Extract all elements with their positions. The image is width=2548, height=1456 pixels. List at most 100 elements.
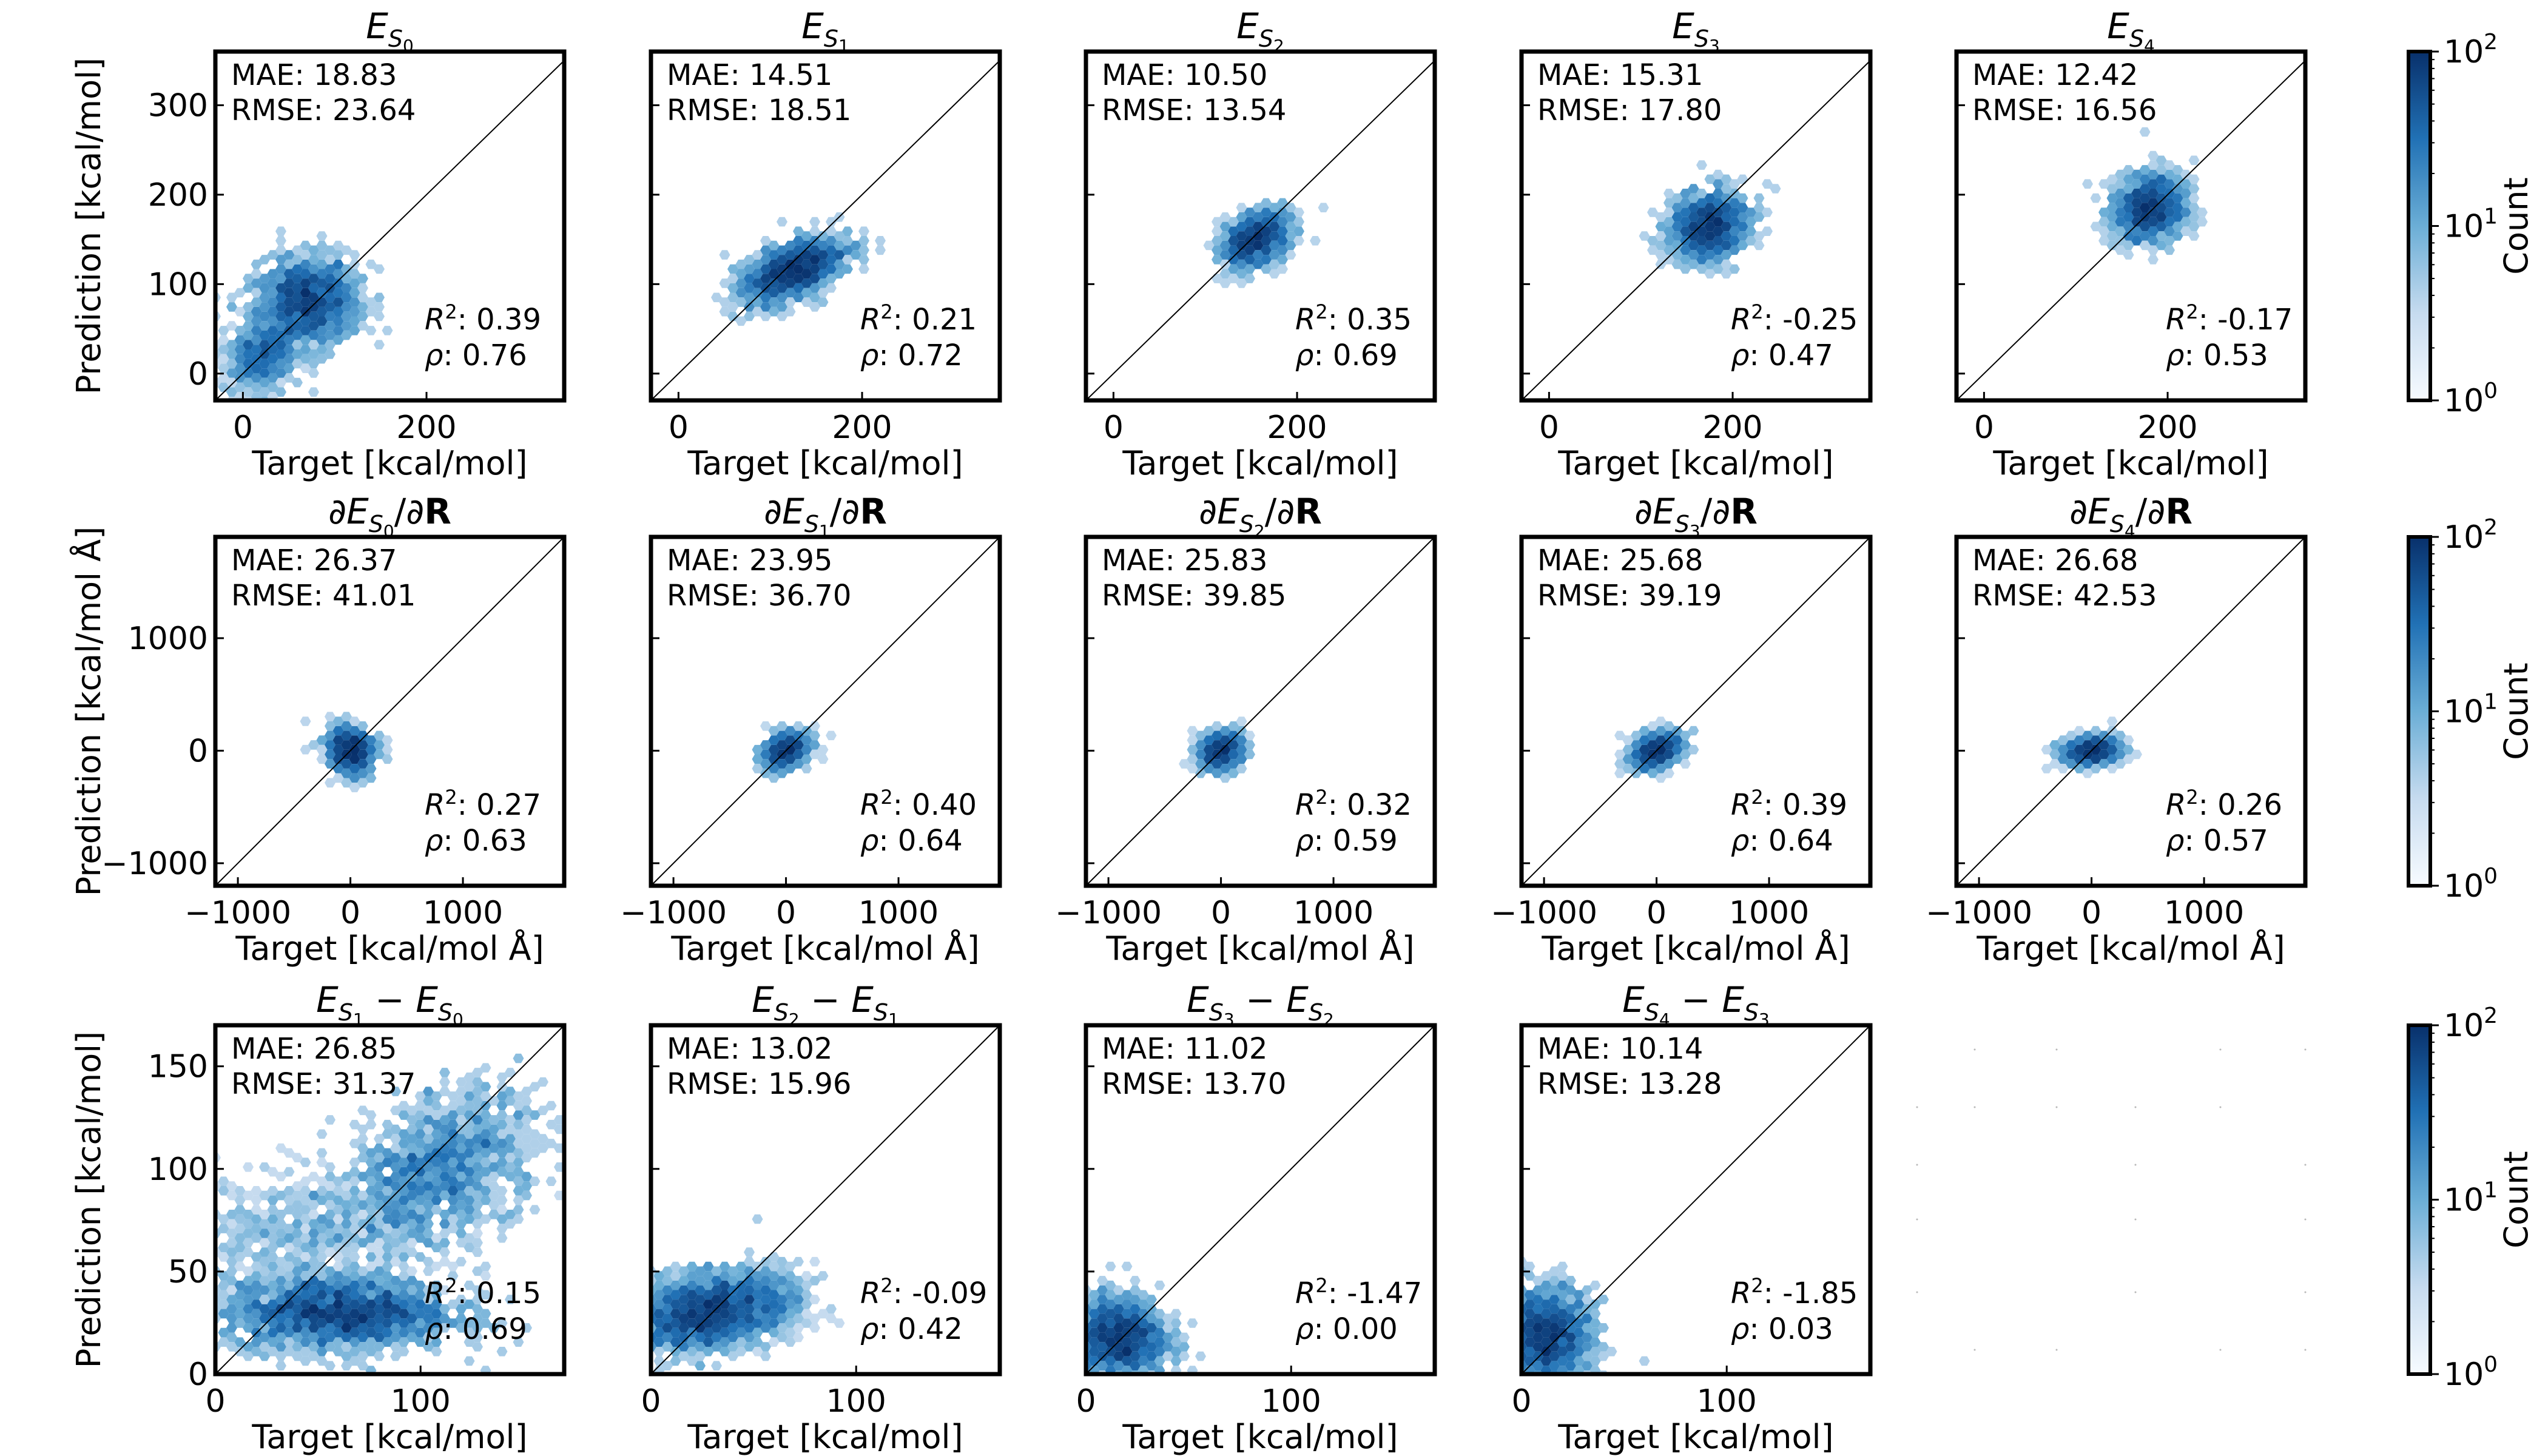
hexbin-cell bbox=[1557, 1261, 1568, 1272]
hexbin-cell bbox=[226, 1323, 237, 1333]
hexbin-cell bbox=[1171, 1384, 1182, 1394]
hexbin-cell bbox=[2131, 749, 2142, 760]
hexbin-cell bbox=[784, 726, 796, 736]
hexbin-cell bbox=[1492, 1347, 1503, 1357]
hexbin-cell bbox=[719, 1327, 730, 1338]
hexbin-cell bbox=[456, 1238, 467, 1248]
artifact-dot bbox=[2055, 1048, 2058, 1051]
hexbin-cell bbox=[447, 1091, 459, 1101]
hexbin-cell bbox=[283, 1195, 295, 1205]
hexbin-cell bbox=[431, 1158, 442, 1167]
hexbin-cell bbox=[1696, 255, 1707, 265]
hexbin-cell bbox=[406, 1143, 417, 1153]
hexbin-cell bbox=[1721, 269, 1732, 279]
hexbin-cell bbox=[613, 1304, 624, 1314]
hexbin-cell bbox=[406, 1105, 417, 1116]
hexbin-cell bbox=[662, 1276, 673, 1286]
hexbin-cell bbox=[2098, 236, 2109, 246]
hexbin-cell bbox=[1573, 1347, 1585, 1357]
hexbin-cell bbox=[251, 1214, 262, 1224]
hexbin-cell bbox=[784, 288, 796, 298]
hexbin-cell bbox=[1565, 1313, 1576, 1323]
hexbin-cell bbox=[521, 1190, 532, 1201]
r2-label: R2: 0.21 bbox=[860, 300, 977, 337]
mae-label: MAE: 23.95 bbox=[667, 544, 832, 578]
rho-label: ρ: 0.64 bbox=[860, 824, 963, 858]
hexbin-cell bbox=[382, 1214, 393, 1224]
hexbin-cell bbox=[374, 264, 385, 274]
hexbin-cell bbox=[382, 326, 393, 335]
hexbin-cell bbox=[1565, 1304, 1576, 1314]
hexbin-cell bbox=[325, 1190, 335, 1201]
hexbin-cell bbox=[686, 1261, 698, 1272]
hexbin-cell bbox=[505, 1134, 516, 1144]
hexbin-cell bbox=[259, 1210, 270, 1219]
hexbin-cell bbox=[251, 326, 262, 335]
hexbin-cell bbox=[463, 1072, 475, 1082]
hexbin-cell bbox=[218, 1271, 229, 1281]
hexbin-cell bbox=[768, 288, 780, 298]
hexbin-cell bbox=[496, 1214, 508, 1224]
hexbin-cell bbox=[357, 740, 368, 750]
hexbin-cell bbox=[513, 1139, 524, 1148]
hexbin-cell bbox=[1293, 226, 1304, 236]
hexbin-cell bbox=[1097, 1361, 1108, 1370]
hexbin-cell bbox=[2057, 764, 2069, 774]
hexbin-cell bbox=[817, 250, 829, 260]
hexbin-cell bbox=[325, 302, 335, 312]
hexbin-cell bbox=[638, 1309, 649, 1319]
hexbin-cell bbox=[2090, 193, 2101, 203]
hexbin-cell bbox=[768, 1299, 780, 1309]
hexbin-cell bbox=[406, 1134, 417, 1144]
hexbin-cell bbox=[292, 292, 303, 303]
hexbin-cell bbox=[365, 1233, 377, 1243]
x-tick-label: 1000 bbox=[1293, 895, 1373, 931]
hexbin-cell bbox=[735, 1271, 747, 1281]
hexbin-cell bbox=[439, 1210, 450, 1219]
hexbin-cell bbox=[719, 250, 730, 260]
x-tick-label: 1000 bbox=[858, 895, 939, 931]
hexbin-cell bbox=[711, 1361, 722, 1370]
y-tick-label: 100 bbox=[148, 266, 208, 303]
hexbin-cell bbox=[349, 1139, 360, 1148]
hexbin-cell bbox=[1655, 250, 1667, 260]
hexbin-cell bbox=[554, 1162, 564, 1172]
hexbin-cell bbox=[513, 1053, 524, 1063]
hexbin-cell bbox=[1655, 716, 1667, 726]
hexbin-cell bbox=[463, 1091, 475, 1101]
hexbin-layer bbox=[711, 212, 886, 326]
hexbin-cell bbox=[292, 1342, 303, 1352]
hexbin-cell bbox=[316, 1148, 328, 1158]
hexbin-cell bbox=[390, 1153, 401, 1162]
artifact-dot bbox=[1916, 1164, 1918, 1166]
hexbin-cell bbox=[414, 1252, 426, 1262]
hexbin-cell bbox=[1557, 1271, 1568, 1281]
hexbin-cell bbox=[670, 1309, 681, 1319]
hexbin-cell bbox=[1753, 240, 1765, 251]
hexbin-cell bbox=[2172, 193, 2183, 203]
hexbin-cell bbox=[2155, 174, 2167, 184]
hexbin-cell bbox=[1655, 231, 1667, 241]
hexbin-cell bbox=[226, 1247, 237, 1257]
hexbin-cell bbox=[275, 255, 286, 265]
hexbin-cell bbox=[1293, 217, 1304, 227]
hexbin-cell bbox=[1713, 264, 1724, 274]
hexbin-cell bbox=[292, 349, 303, 359]
hexbin-cell bbox=[267, 1309, 278, 1319]
hexbin-cell bbox=[218, 363, 229, 373]
hexbin-cell bbox=[1680, 226, 1691, 236]
hexbin-cell bbox=[1745, 217, 1756, 227]
hexbin-cell bbox=[784, 1327, 796, 1338]
hexbin-cell bbox=[1565, 1342, 1576, 1352]
hexbin-cell bbox=[431, 1242, 442, 1253]
hexbin-cell bbox=[414, 1158, 426, 1167]
hexbin-cell bbox=[1492, 1290, 1503, 1300]
hexbin-cell bbox=[275, 1171, 286, 1182]
hexbin-cell bbox=[243, 1351, 254, 1361]
hexbin-cell bbox=[1688, 259, 1699, 269]
hexbin-cell bbox=[349, 783, 360, 792]
hexbin-cell bbox=[1203, 754, 1215, 764]
x-tick-label: 100 bbox=[1697, 1383, 1757, 1420]
hexbin-cell bbox=[357, 1285, 368, 1295]
